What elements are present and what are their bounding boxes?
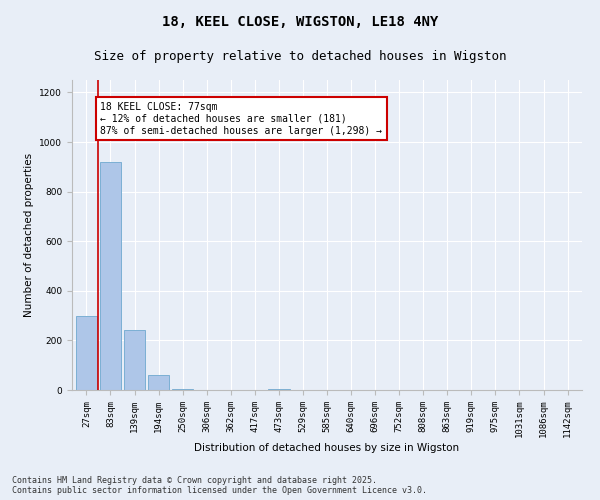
Y-axis label: Number of detached properties: Number of detached properties bbox=[24, 153, 34, 317]
Bar bbox=[172, 389, 193, 390]
Bar bbox=[148, 375, 169, 390]
Text: 18, KEEL CLOSE, WIGSTON, LE18 4NY: 18, KEEL CLOSE, WIGSTON, LE18 4NY bbox=[162, 15, 438, 29]
Text: Size of property relative to detached houses in Wigston: Size of property relative to detached ho… bbox=[94, 50, 506, 63]
Text: Contains HM Land Registry data © Crown copyright and database right 2025.
Contai: Contains HM Land Registry data © Crown c… bbox=[12, 476, 427, 495]
Bar bbox=[124, 330, 145, 390]
Bar bbox=[100, 162, 121, 390]
X-axis label: Distribution of detached houses by size in Wigston: Distribution of detached houses by size … bbox=[194, 443, 460, 453]
Bar bbox=[268, 389, 290, 390]
Text: 18 KEEL CLOSE: 77sqm
← 12% of detached houses are smaller (181)
87% of semi-deta: 18 KEEL CLOSE: 77sqm ← 12% of detached h… bbox=[100, 102, 382, 136]
Bar bbox=[76, 316, 97, 390]
